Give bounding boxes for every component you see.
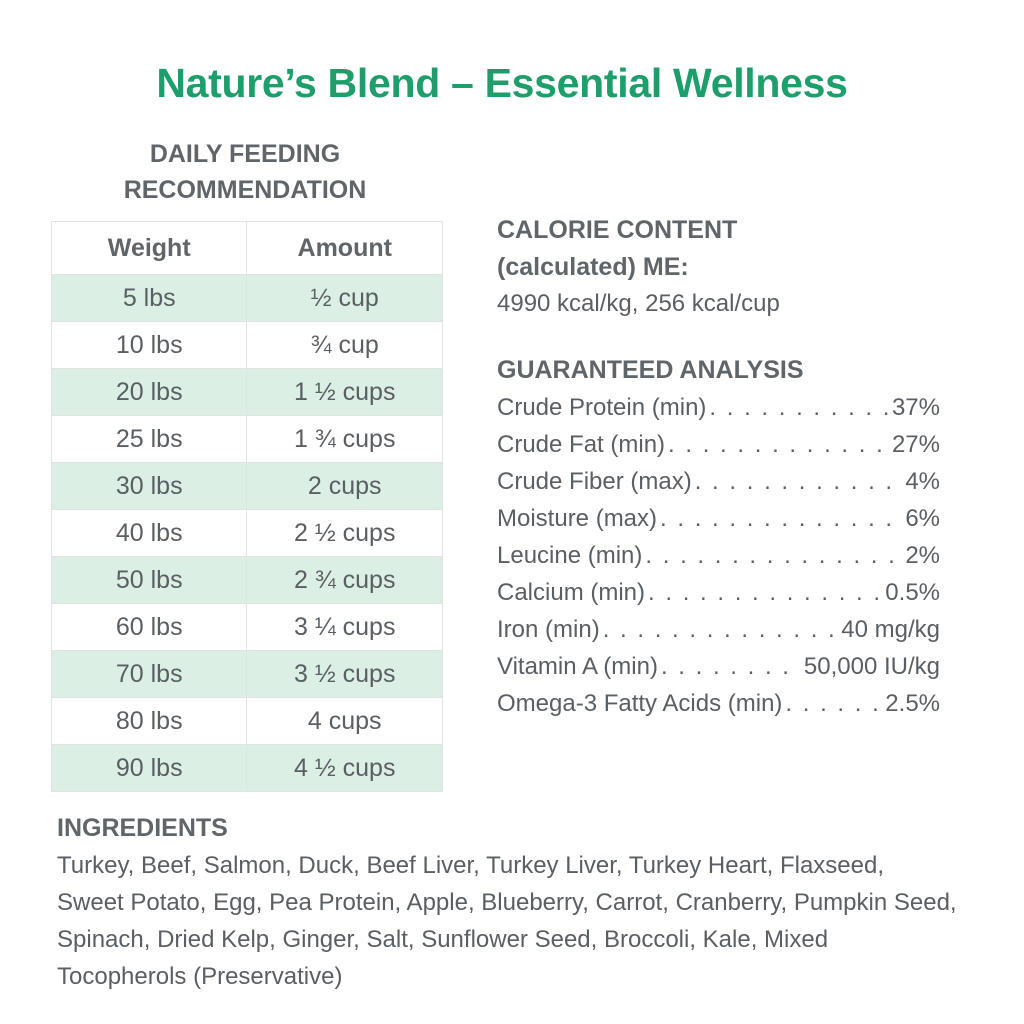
- analysis-row: Crude Protein (min). . . . . . . . . . .…: [497, 389, 940, 426]
- page-title: Nature’s Blend – Essential Wellness: [156, 60, 848, 106]
- weight-cell: 90 lbs: [50, 744, 248, 792]
- analysis-row: Moisture (max). . . . . . . . . . . . . …: [497, 500, 940, 537]
- dot-leader: . . . . . . . . . . . . . . . . . . . . …: [668, 431, 889, 458]
- analysis-label: Crude Protein (min): [497, 394, 707, 421]
- calorie-section: CALORIE CONTENT (calculated) ME: 4990 kc…: [497, 212, 947, 322]
- weight-cell: 50 lbs: [50, 556, 248, 604]
- dot-leader: . . . . . . . . . . . . . . . . . . . . …: [785, 690, 882, 717]
- dot-leader: . . . . . . . . . . . . . . . . . . . . …: [648, 579, 883, 606]
- amount-cell: 1 ½ cups: [246, 368, 443, 416]
- dot-leader: . . . . . . . . . . . . . . . . . . . . …: [660, 653, 801, 680]
- amount-cell: 2 ¾ cups: [246, 556, 443, 604]
- weight-cell: 40 lbs: [50, 509, 248, 557]
- analysis-row: Iron (min). . . . . . . . . . . . . . . …: [497, 611, 940, 648]
- table-row: 20 lbs 1 ½ cups: [50, 368, 443, 416]
- analysis-label: Crude Fiber (max): [497, 468, 692, 495]
- dot-leader: . . . . . . . . . . . . . . . . . . . . …: [660, 505, 902, 532]
- analysis-row: Omega-3 Fatty Acids (min). . . . . . . .…: [497, 685, 940, 722]
- analysis-list: Crude Protein (min). . . . . . . . . . .…: [497, 389, 947, 722]
- amount-cell: ½ cup: [246, 274, 443, 322]
- table-row: 70 lbs 3 ½ cups: [50, 650, 443, 698]
- ingredients-heading: INGREDIENTS: [57, 814, 228, 842]
- table-row: 10 lbs ¾ cup: [50, 321, 443, 369]
- analysis-value: 4%: [905, 468, 940, 495]
- analysis-value: 0.5%: [885, 579, 940, 606]
- table-row: 30 lbs 2 cups: [50, 462, 443, 510]
- weight-cell: 80 lbs: [50, 697, 248, 745]
- table-row: 50 lbs 2 ¾ cups: [50, 556, 443, 604]
- weight-cell: 70 lbs: [50, 650, 248, 698]
- dot-leader: . . . . . . . . . . . . . . . . . . . . …: [602, 616, 839, 643]
- amount-cell: ¾ cup: [246, 321, 443, 369]
- dot-leader: . . . . . . . . . . . . . . . . . . . . …: [645, 542, 902, 569]
- amount-cell: 1 ¾ cups: [246, 415, 443, 463]
- weight-cell: 60 lbs: [50, 603, 248, 651]
- feeding-heading-line1: DAILY FEEDING: [149, 140, 341, 168]
- ingredients-section: INGREDIENTS Turkey, Beef, Salmon, Duck, …: [57, 810, 957, 995]
- amount-cell: 3 ¼ cups: [246, 603, 443, 651]
- dot-leader: . . . . . . . . . . . . . . . . . . . . …: [694, 468, 903, 495]
- weight-cell: 10 lbs: [50, 321, 248, 369]
- analysis-label: Iron (min): [497, 616, 600, 643]
- table-row: 40 lbs 2 ½ cups: [50, 509, 443, 557]
- analysis-label: Crude Fat (min): [497, 431, 666, 458]
- analysis-label: Omega-3 Fatty Acids (min): [497, 690, 783, 717]
- feeding-heading-line2: RECOMMENDATION: [123, 176, 367, 204]
- weight-cell: 20 lbs: [50, 368, 248, 416]
- analysis-value: 27%: [891, 431, 940, 458]
- analysis-value: 6%: [905, 505, 940, 532]
- feeding-heading: DAILY FEEDING RECOMMENDATION: [90, 136, 400, 208]
- table-row: 25 lbs 1 ¾ cups: [50, 415, 443, 463]
- analysis-value: 37%: [891, 394, 940, 421]
- calorie-heading-line2: (calculated) ME:: [497, 253, 689, 281]
- table-row: 90 lbs 4 ½ cups: [50, 744, 443, 792]
- analysis-row: Crude Fat (min). . . . . . . . . . . . .…: [497, 426, 940, 463]
- weight-cell: 25 lbs: [50, 415, 248, 463]
- amount-cell: 3 ½ cups: [246, 650, 443, 698]
- analysis-value: 50,000 IU/kg: [803, 653, 940, 680]
- analysis-row: Calcium (min). . . . . . . . . . . . . .…: [497, 574, 940, 611]
- amount-column-header: Amount: [246, 221, 443, 275]
- analysis-label: Moisture (max): [497, 505, 658, 532]
- weight-cell: 5 lbs: [50, 274, 248, 322]
- feeding-table-body: 5 lbs ½ cup 10 lbs ¾ cup 20 lbs 1 ½ cups 25 lb…: [50, 274, 443, 792]
- analysis-label: Calcium (min): [497, 579, 646, 606]
- analysis-label: Leucine (min): [497, 542, 643, 569]
- amount-cell: 4 cups: [246, 697, 443, 745]
- table-row: 5 lbs ½ cup: [50, 274, 443, 322]
- weight-cell: 30 lbs: [50, 462, 248, 510]
- analysis-heading: GUARANTEED ANALYSIS: [497, 356, 804, 384]
- table-header-row: Weight Amount: [50, 221, 443, 275]
- analysis-row: Crude Fiber (max). . . . . . . . . . . .…: [497, 463, 940, 500]
- analysis-row: Leucine (min). . . . . . . . . . . . . .…: [497, 537, 940, 574]
- dot-leader: . . . . . . . . . . . . . . . . . . . . …: [709, 394, 889, 421]
- amount-cell: 2 ½ cups: [246, 509, 443, 557]
- analysis-section: GUARANTEED ANALYSIS Crude Protein (min).…: [497, 352, 947, 722]
- amount-cell: 2 cups: [246, 462, 443, 510]
- weight-column-header: Weight: [50, 221, 248, 275]
- analysis-value: 2%: [905, 542, 940, 569]
- table-row: 60 lbs 3 ¼ cups: [50, 603, 443, 651]
- calorie-heading-line1: CALORIE CONTENT: [497, 216, 738, 244]
- amount-cell: 4 ½ cups: [246, 744, 443, 792]
- calorie-value: 4990 kcal/kg, 256 kcal/cup: [497, 290, 780, 317]
- table-row: 80 lbs 4 cups: [50, 697, 443, 745]
- analysis-label: Vitamin A (min): [497, 653, 658, 680]
- analysis-value: 40 mg/kg: [841, 616, 940, 643]
- ingredients-text: Turkey, Beef, Salmon, Duck, Beef Liver, …: [57, 852, 957, 990]
- feeding-table: Weight Amount 5 lbs ½ cup 10 lbs ¾ cup 20 lb…: [50, 221, 443, 792]
- analysis-value: 2.5%: [885, 690, 940, 717]
- analysis-row: Vitamin A (min). . . . . . . . . . . . .…: [497, 648, 940, 685]
